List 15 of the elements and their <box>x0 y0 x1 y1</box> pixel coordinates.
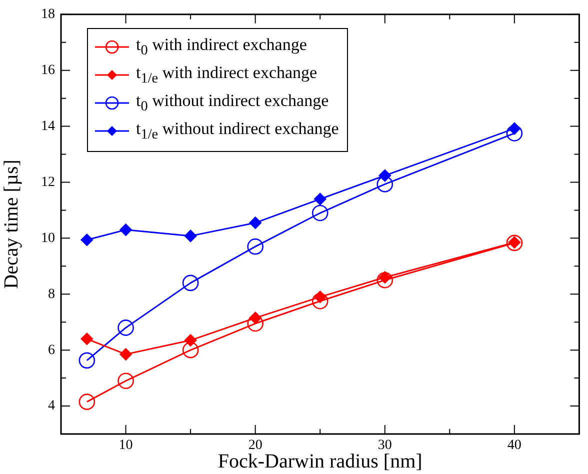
y-tick-label: 12 <box>41 174 55 190</box>
legend-label: t$_{0}$ with indirect exchange <box>136 34 307 60</box>
x-tick-label: 40 <box>507 438 522 454</box>
y-tick-label: 14 <box>41 118 55 134</box>
x-tick-label: 10 <box>118 438 133 454</box>
legend-label: t$_{0}$ without indirect exchange <box>136 90 329 116</box>
y-tick-label: 4 <box>48 398 55 414</box>
y-axis-title: Decay time [µs] <box>0 160 22 289</box>
legend-label: t$_{1/e}$ without indirect exchange <box>136 118 339 144</box>
y-tick-label: 10 <box>41 230 55 246</box>
y-tick-label: 8 <box>48 286 55 302</box>
legend-label: t$_{1/e}$ with indirect exchange <box>136 62 318 88</box>
y-tick-label: 16 <box>41 63 55 78</box>
y-tick-label: 18 <box>41 7 55 22</box>
y-tick-label: 6 <box>48 342 55 358</box>
